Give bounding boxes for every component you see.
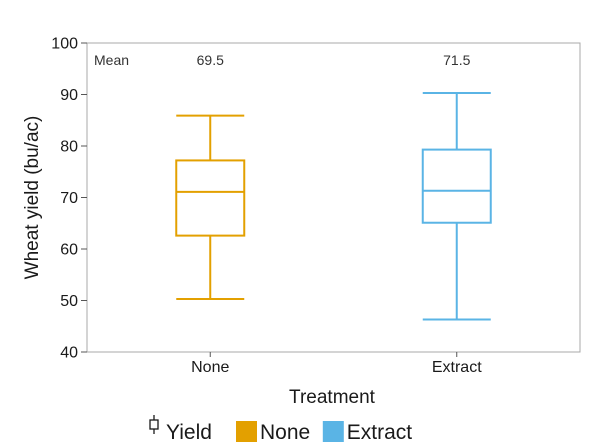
y-tick-label: 40 [60,345,78,362]
legend: Yield None Extract [149,415,413,444]
box-extract [421,91,492,321]
y-tick-label: 80 [60,139,78,156]
legend-label: Extract [347,421,413,444]
y-tick-label: 70 [60,190,78,207]
legend-variable-label: Yield [166,421,212,444]
legend-label: None [260,421,310,444]
box-series [175,91,492,321]
box-whisker-icon [149,415,159,434]
plot-area-frame [86,42,581,353]
mean-value: 71.5 [443,52,470,68]
x-tick-label: None [191,359,229,376]
y-tick-label: 90 [60,87,78,104]
mean-heading: Mean [94,52,129,68]
iqr-box [175,159,246,237]
legend-swatch [322,421,344,442]
icon-box [149,419,159,430]
y-axis: 40 50 60 70 80 90 100 [51,36,87,362]
mean-value: 69.5 [197,52,224,68]
x-tick-label: Extract [432,359,482,376]
box-none [175,114,246,300]
y-axis-title: Wheat yield (bu/ac) [22,116,43,280]
legend-swatch [236,421,257,442]
x-axis-title: Treatment [289,387,376,408]
y-tick-label: 60 [60,242,78,259]
iqr-box [421,148,492,224]
y-tick-label: 50 [60,293,78,310]
y-tick-label: 100 [51,36,78,53]
mean-labels: Mean 69.5 71.5 [94,52,471,68]
x-axis: None Extract [191,352,482,376]
